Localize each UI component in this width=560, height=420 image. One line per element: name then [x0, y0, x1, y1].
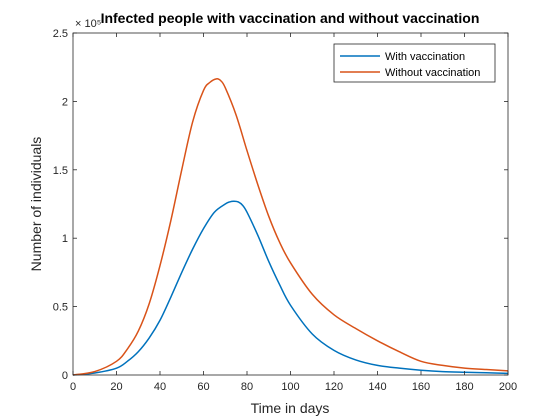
- chart-title: Infected people with vaccination and wit…: [101, 10, 480, 26]
- x-tick-label: 140: [368, 381, 386, 393]
- y-tick-label: 0.5: [53, 302, 68, 314]
- legend: With vaccination Without vaccination: [333, 43, 496, 83]
- x-tick-label: 160: [412, 381, 430, 393]
- y-axis-label: Number of individuals: [28, 137, 44, 272]
- x-tick-label: 80: [241, 381, 253, 393]
- legend-label-without-vaccination: Without vaccination: [385, 67, 480, 79]
- y-axis-exponent: × 10⁵: [75, 18, 101, 30]
- y-tick-label: 2.5: [53, 28, 68, 40]
- y-axis-ticks: 0 0.5 1 1.5 2 2.5: [53, 28, 508, 382]
- x-tick-label: 20: [110, 381, 122, 393]
- x-tick-label: 120: [325, 381, 343, 393]
- x-tick-label: 200: [499, 381, 517, 393]
- series-layer: [72, 78, 509, 376]
- x-tick-label: 40: [154, 381, 166, 393]
- x-tick-label: 100: [281, 381, 299, 393]
- y-tick-label: 0: [62, 370, 68, 382]
- x-tick-label: 180: [455, 381, 473, 393]
- x-axis-ticks: 0 20 40 60 80 100 120 140 160 180 200: [70, 33, 517, 393]
- plot-background: [73, 33, 508, 375]
- y-tick-label: 1.5: [53, 165, 68, 177]
- x-axis-label: Time in days: [251, 400, 330, 416]
- series-line-without-vaccination: [72, 78, 509, 376]
- legend-box: [333, 43, 496, 83]
- series-line-with-vaccination: [72, 200, 509, 376]
- legend-label-with-vaccination: With vaccination: [385, 51, 465, 63]
- y-tick-label: 2: [62, 96, 68, 108]
- x-tick-label: 60: [197, 381, 209, 393]
- x-tick-label: 0: [70, 381, 76, 393]
- y-tick-label: 1: [62, 233, 68, 245]
